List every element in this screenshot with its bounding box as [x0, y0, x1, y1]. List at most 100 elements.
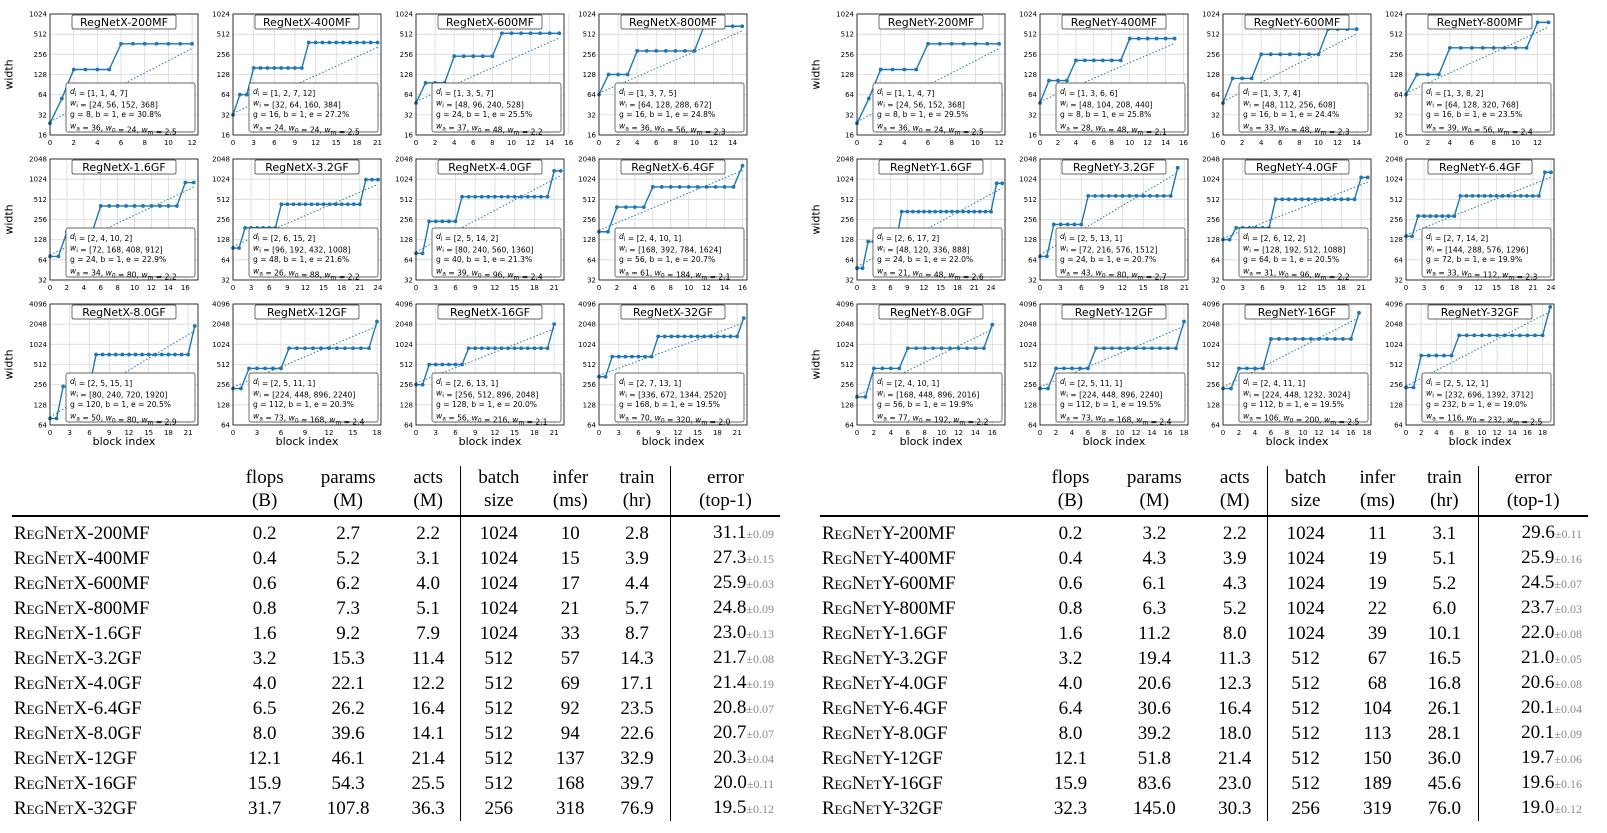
params-line: di = [1, 3, 5, 7]: [436, 87, 493, 98]
width-data-point: [1148, 194, 1153, 198]
params-line: g = 24, b = 1, e = 25.5%: [436, 110, 532, 119]
width-data-point: [525, 346, 530, 351]
width-plot-panel: 16 32 64 128 256 512 1024 0 2 4 6 8 10 12 14 RegNetY-60…: [1202, 11, 1372, 147]
x-tick-label: 0: [1221, 429, 1225, 437]
width-data-point: [1349, 337, 1353, 341]
error-value: 20.8: [713, 697, 747, 718]
width-data-point: [990, 322, 995, 327]
width-data-point: [321, 202, 326, 207]
x-tick-label: 15: [936, 284, 945, 292]
table-cell: 23.0: [1218, 772, 1252, 794]
table-row: RegNetX-800MF 0.8 7.3 5.1 1024 21 5.7 24.8±0.09: [12, 596, 780, 621]
x-tick-label: 18: [1510, 284, 1519, 292]
width-data-point: [519, 194, 524, 199]
error-std: ±0.07: [1554, 577, 1582, 591]
width-data-point: [649, 354, 654, 359]
x-tick-label: 0: [48, 429, 52, 437]
x-tick-label: 3: [251, 139, 255, 147]
width-data-point: [460, 194, 464, 199]
width-data-point: [1054, 366, 1058, 371]
width-data-point: [713, 185, 718, 189]
error-cell: 20.3±0.04: [669, 746, 780, 771]
width-data-point: [1525, 333, 1530, 338]
width-data-point: [938, 209, 943, 214]
x-tick-label: 6: [1269, 429, 1274, 437]
plot-title: RegNetX-400MF: [263, 16, 351, 29]
width-data-point: [558, 169, 563, 173]
table-cell: 0.8: [1058, 597, 1083, 619]
table-cell: 83.6: [1137, 772, 1171, 794]
width-data-point: [453, 219, 458, 224]
x-tick-label: 2: [1054, 429, 1058, 437]
plot-title: RegNetY-800MF: [1437, 16, 1523, 29]
width-data-point: [509, 31, 514, 36]
width-data-point: [1357, 310, 1361, 315]
model-name-cell: RegNetY-600MF: [822, 572, 956, 594]
y-tick-label: 512: [34, 196, 47, 204]
plot-title: RegNetX-800MF: [629, 16, 717, 29]
error-value: 19.0: [1521, 797, 1555, 818]
x-tick-label: 4: [633, 284, 638, 292]
regnety-results-table: flops params acts batch infer train error (B)(…: [820, 466, 1588, 821]
y-tick-label: 512: [583, 196, 596, 204]
plot-frame: [1039, 13, 1189, 136]
column-header: batch: [1266, 466, 1344, 489]
x-tick-label: 10: [1299, 429, 1308, 437]
width-data-point: [142, 41, 147, 46]
params-box: [65, 372, 196, 423]
width-data-point: [493, 194, 497, 199]
x-tick-label: 3: [1058, 284, 1062, 292]
width-data-point: [466, 346, 471, 351]
table-cell: 54.3: [331, 772, 365, 794]
params-line: g = 112, b = 1, e = 20.3%: [253, 400, 354, 409]
width-data-point: [708, 334, 713, 339]
width-data-point: [966, 209, 971, 214]
y-tick-label: 64: [1028, 91, 1037, 99]
x-tick-label: 10: [971, 139, 980, 147]
table-cell: 6.0: [1432, 597, 1457, 619]
x-tick-label: 12: [490, 284, 499, 292]
width-data-point: [179, 352, 184, 357]
table-cell: 512: [1266, 721, 1344, 746]
width-data-point: [673, 49, 678, 53]
table-cell: 68: [1367, 672, 1387, 694]
x-tick-label: 6: [1440, 284, 1445, 292]
width-data-point: [1293, 337, 1297, 341]
column-header: [12, 466, 229, 489]
x-tick-label: 3: [433, 429, 437, 437]
column-header: infer: [1359, 467, 1396, 488]
error-cell: 23.7±0.03: [1477, 596, 1588, 621]
width-data-point: [606, 229, 610, 234]
width-data-point: [1346, 197, 1350, 202]
width-data-point: [1476, 194, 1481, 198]
params-line: wi = [256, 512, 896, 2048]: [436, 389, 538, 400]
table-row: RegNetY-600MF 0.6 6.1 4.3 1024 19 5.2 24.5±0.07: [820, 571, 1588, 596]
table-cell: 2.7: [336, 522, 361, 544]
y-tick-label: 64: [1211, 256, 1220, 264]
y-tick-label: 256: [34, 51, 48, 59]
width-data-point: [878, 67, 883, 72]
y-tick-label: 1024: [836, 341, 854, 349]
x-tick-label: 2: [1056, 139, 1060, 147]
model-name-cell: RegNetX-16GF: [14, 772, 137, 794]
model-name-cell: RegNetY-800MF: [822, 597, 956, 619]
width-data-point: [683, 49, 687, 53]
column-header: (M): [1202, 489, 1268, 517]
model-name-cell: RegNetY-400MF: [822, 547, 956, 569]
y-tick-label: 512: [217, 361, 230, 369]
width-data-point: [914, 67, 919, 72]
column-header: acts: [413, 467, 443, 488]
width-data-point: [532, 194, 537, 199]
width-data-point: [348, 40, 352, 45]
y-tick-label: 512: [1390, 196, 1403, 204]
params-line: g = 8, b = 1, e = 25.8%: [1060, 110, 1151, 119]
width-data-point: [61, 384, 66, 389]
width-data-point: [1145, 36, 1150, 41]
plot-frame: [1405, 158, 1555, 281]
table-cell: 25.5: [411, 772, 445, 794]
title-box: [437, 14, 543, 30]
width-data-point: [493, 346, 497, 351]
y-tick-label: 256: [1390, 51, 1404, 59]
x-tick-label: 3: [433, 284, 437, 292]
x-tick-label: 12: [301, 284, 310, 292]
